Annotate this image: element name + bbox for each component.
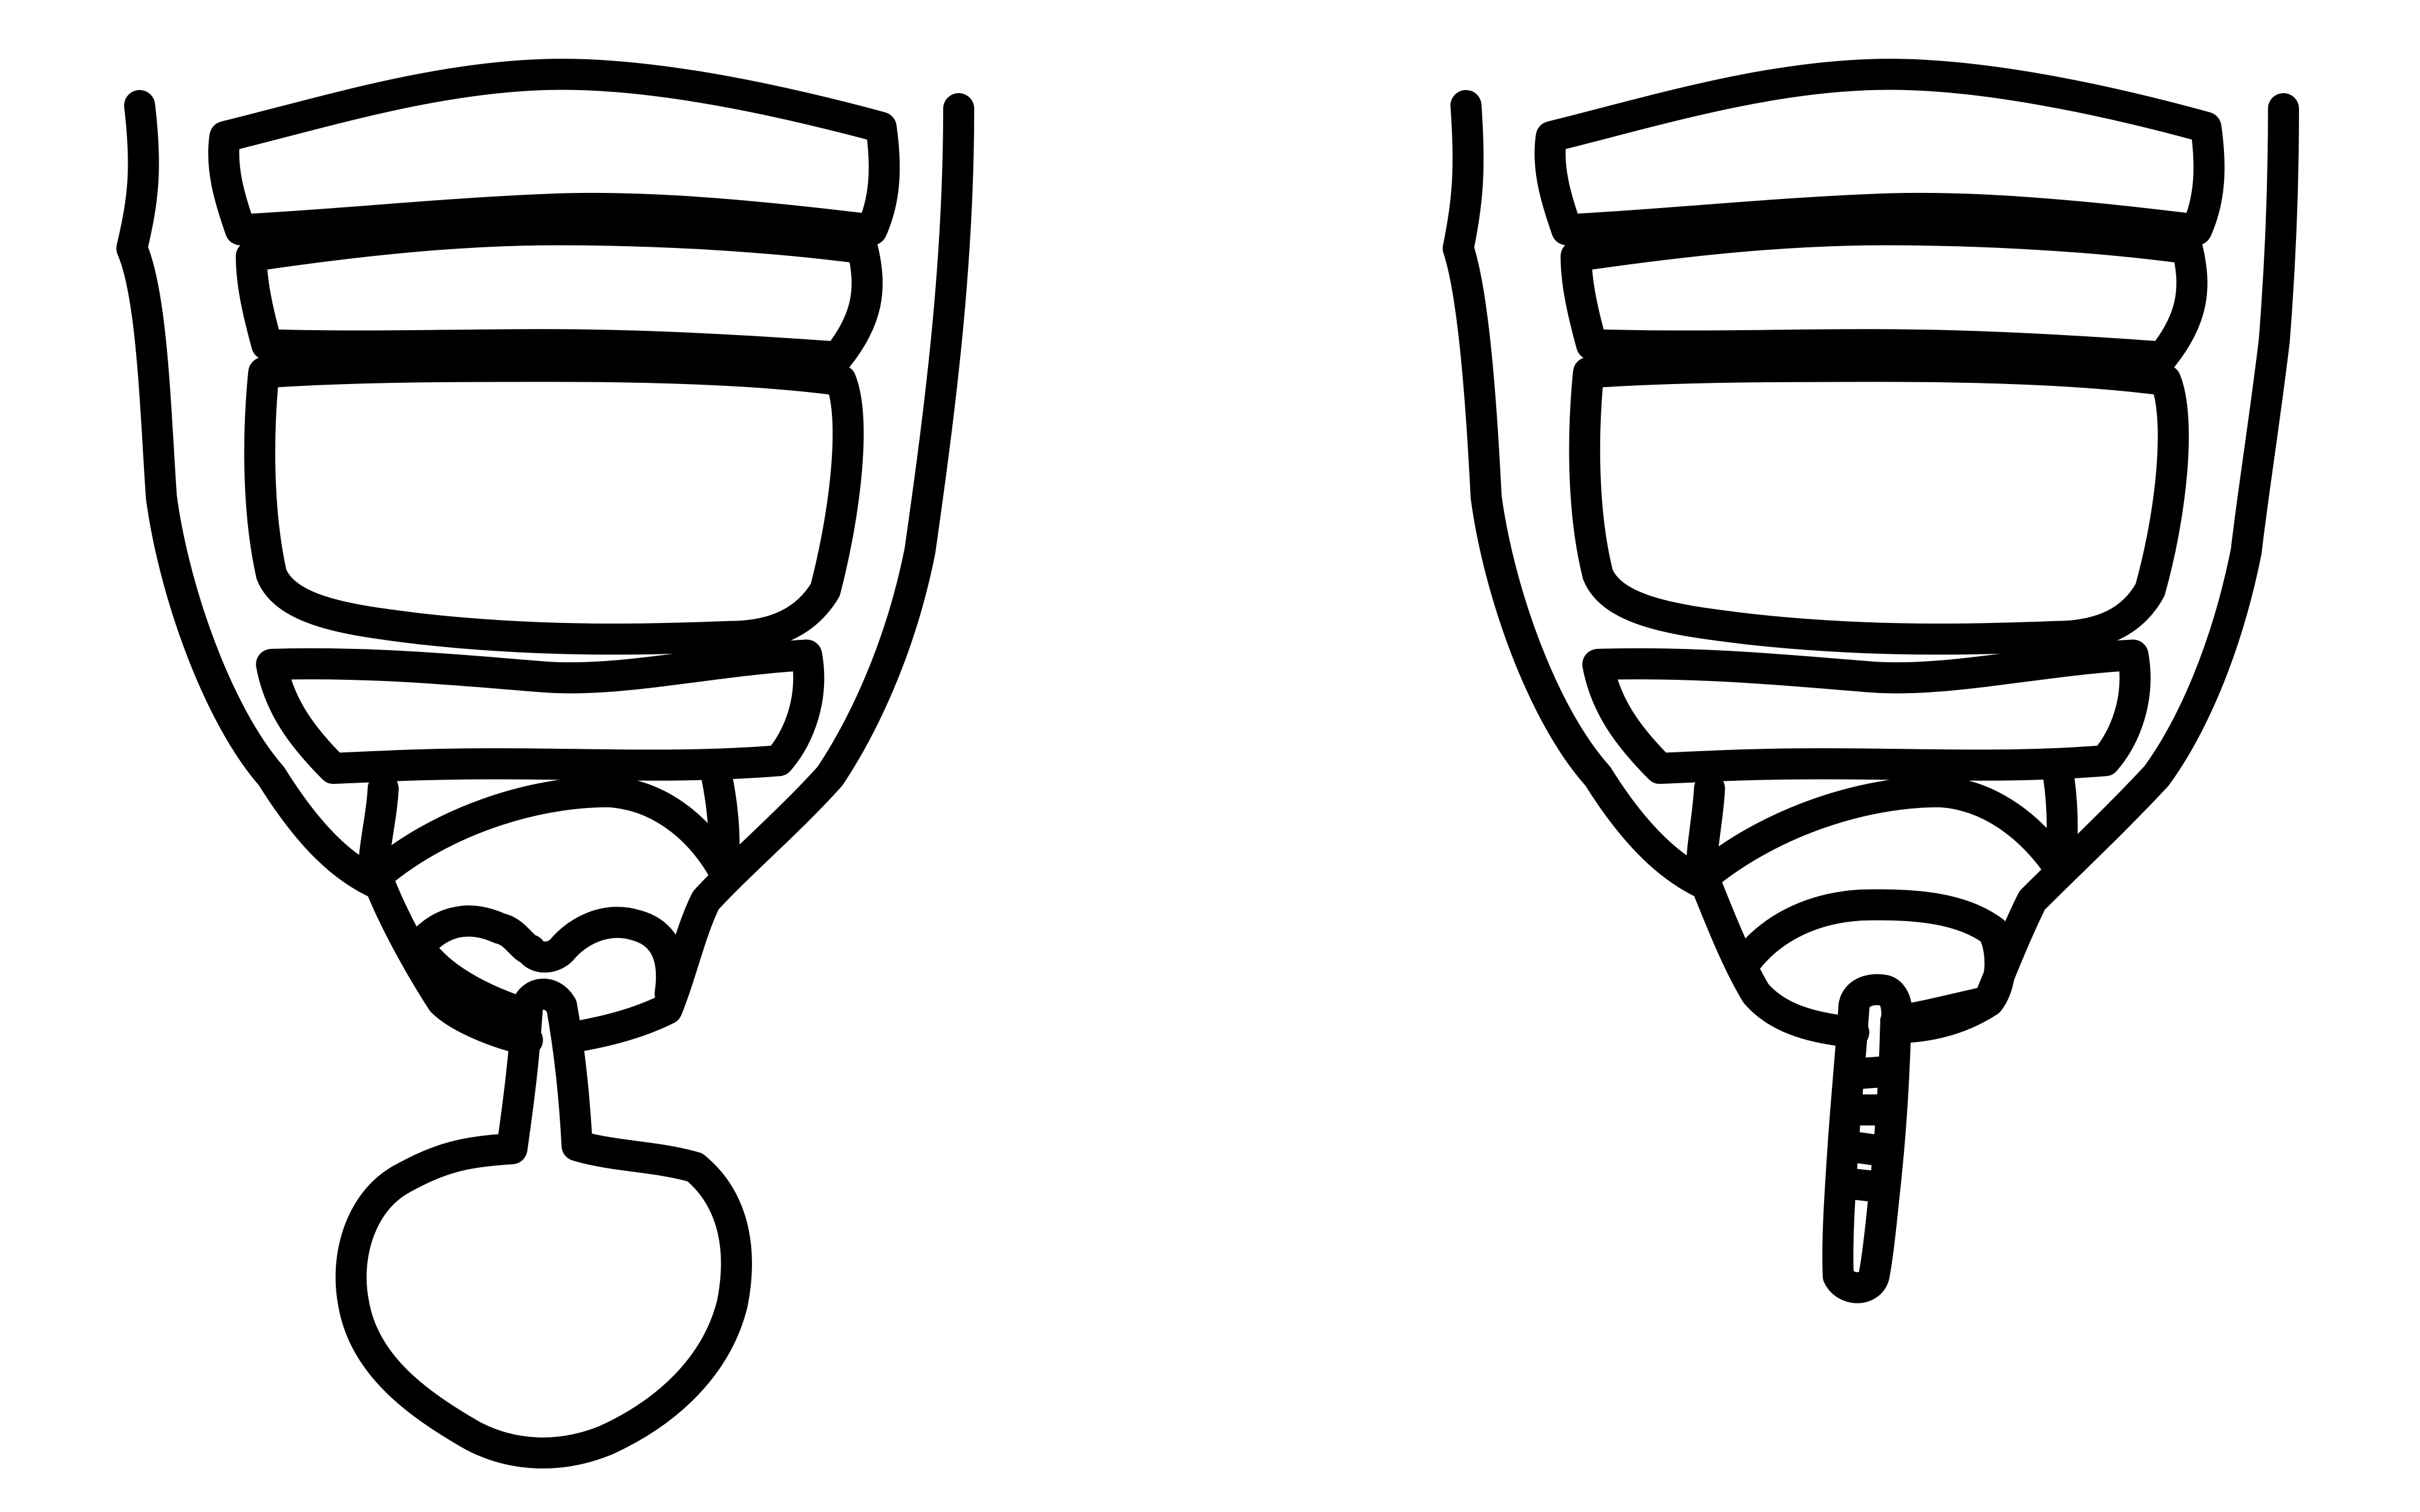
left-appendage-stalk-left [384, 990, 543, 1196]
right-rod-band-3 [1829, 1130, 1904, 1168]
right-ring-cap [1686, 776, 2076, 894]
right-panel [1442, 59, 2300, 1303]
left-appendage-stalk-cap [512, 979, 577, 1022]
left-lobe-notch [515, 907, 687, 1009]
left-ring-cap [358, 776, 739, 894]
left-segment-4 [256, 639, 825, 784]
right-rod-band-1 [1833, 1055, 1908, 1090]
right-segment-1 [1534, 59, 2225, 246]
right-segment-4 [1582, 639, 2151, 784]
left-appendage-bulb [335, 1152, 752, 1469]
right-segment-3 [1569, 351, 2189, 655]
right-rod-band-4 [1827, 1167, 1901, 1204]
left-appendage-stalk-right [546, 990, 711, 1183]
left-lobe-inner [403, 931, 535, 1028]
left-segment-2 [235, 214, 883, 373]
left-segment-1 [208, 59, 900, 246]
right-apical-plate [1729, 889, 2016, 1037]
right-segment-2 [1560, 214, 2208, 373]
left-segment-3 [244, 351, 864, 655]
left-panel [116, 59, 975, 1469]
